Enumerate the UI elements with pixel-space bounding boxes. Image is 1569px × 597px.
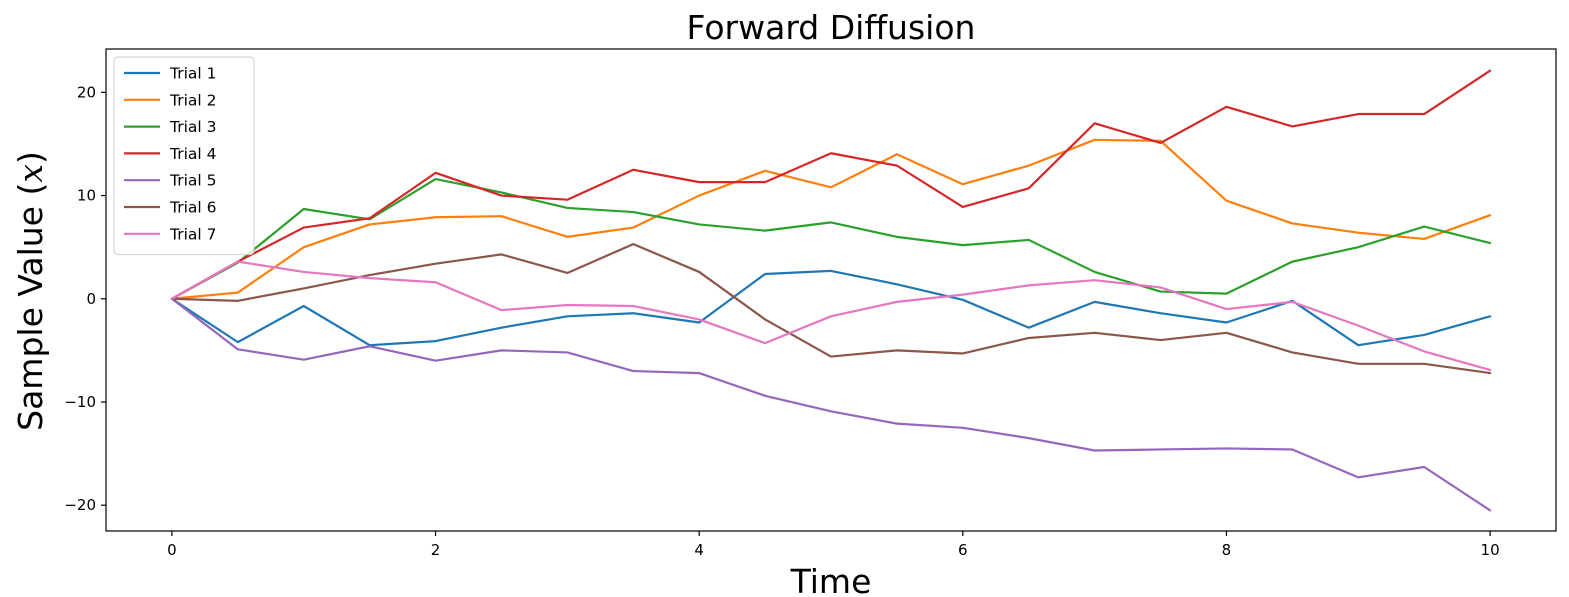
x-tick-label: 6 [958, 541, 968, 559]
y-tick-label: −10 [64, 393, 96, 411]
legend-label: Trial 7 [169, 225, 216, 243]
x-tick-label: 0 [167, 541, 177, 559]
series-line-trial-1 [170, 269, 1492, 347]
series-line-trial-2 [170, 138, 1492, 300]
y-tick-label: 20 [77, 83, 96, 101]
series-lines [170, 69, 1492, 512]
legend-label: Trial 3 [169, 118, 216, 136]
y-tick-label: 0 [86, 290, 96, 308]
y-axis-label: Sample Value (x) [11, 151, 50, 431]
x-tick-label: 2 [431, 541, 441, 559]
y-tick-label: 10 [77, 187, 96, 205]
legend-label: Trial 6 [169, 199, 216, 217]
series-line-trial-5 [170, 297, 1492, 512]
x-axis: 0 2 4 6 8 10 [167, 531, 1500, 559]
chart-title: Forward Diffusion [687, 8, 976, 47]
x-tick-label: 4 [694, 541, 704, 559]
series-line-trial-6 [170, 242, 1492, 375]
y-axis-label-group: Sample Value (x) [11, 151, 50, 431]
series-line-trial-4 [170, 69, 1492, 300]
legend-label: Trial 1 [169, 65, 216, 83]
legend-label: Trial 5 [169, 172, 216, 190]
series-line-trial-3 [170, 177, 1492, 300]
legend-frame [113, 56, 255, 256]
x-tick-label: 8 [1222, 541, 1232, 559]
plot-frame [105, 48, 1557, 532]
y-axis: −20 −10 0 10 20 [64, 83, 106, 514]
legend: Trial 1 Trial 2 Trial 3 Trial 4 Trial 5 Trial… [113, 56, 255, 256]
x-axis-label: Time [790, 562, 872, 597]
x-tick-label: 10 [1481, 541, 1500, 559]
y-tick-label: −20 [64, 496, 96, 514]
legend-label: Trial 2 [169, 91, 216, 109]
series-line-trial-7 [170, 260, 1492, 372]
legend-label: Trial 4 [169, 145, 216, 163]
